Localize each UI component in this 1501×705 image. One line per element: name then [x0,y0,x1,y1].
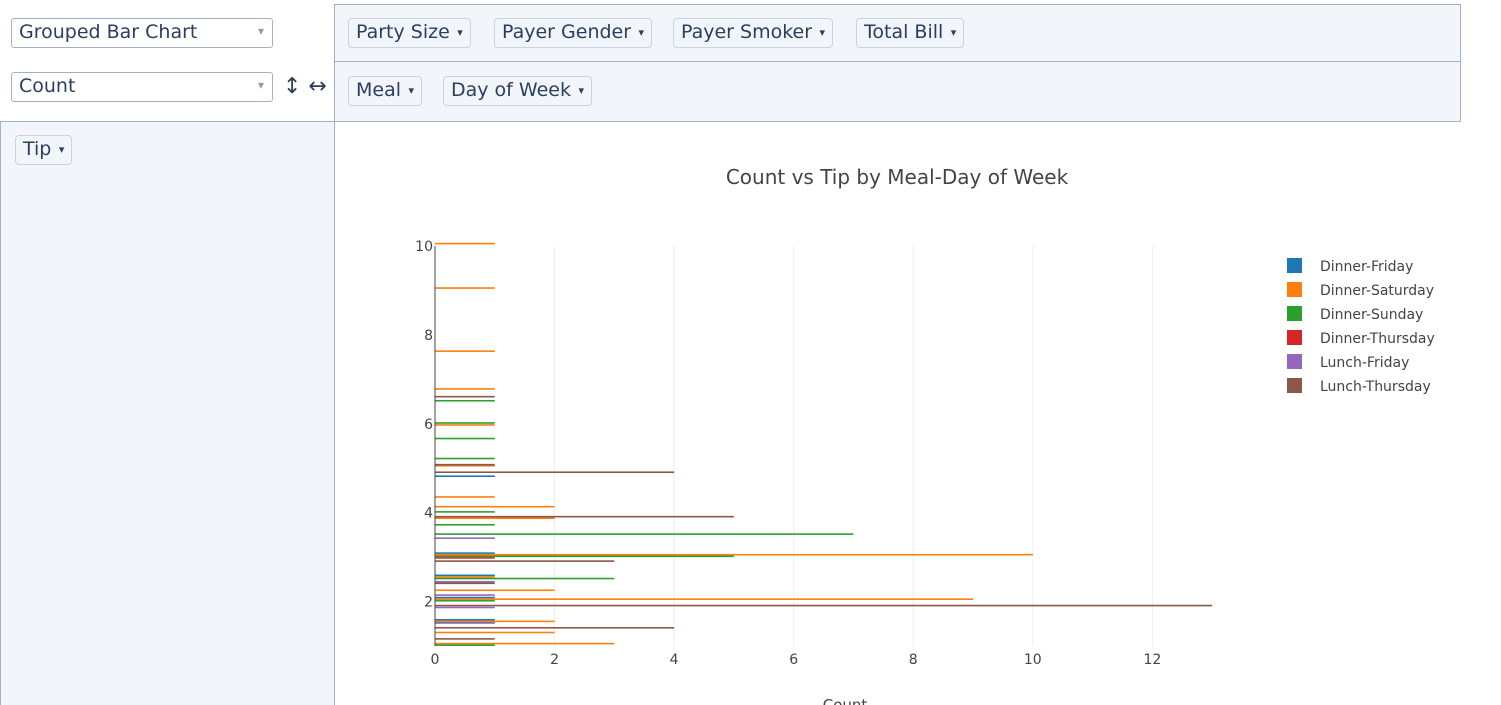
bar [435,553,1033,556]
bar [435,242,495,245]
legend-swatch [1287,258,1302,273]
y-tick-label: 2 [424,595,433,611]
row-attributes-area [0,121,335,705]
y-tick-label: 8 [424,328,433,344]
y-tick-label: 4 [424,506,433,522]
attribute-pill[interactable]: Payer Gender [494,18,653,48]
bar [435,621,495,624]
bar [435,589,555,592]
legend-swatch [1287,378,1302,393]
bar [435,515,734,518]
bar [435,552,495,554]
bar [435,626,675,629]
bar [435,618,495,621]
bar [435,399,495,402]
bar [435,523,495,526]
attribute-pill[interactable]: Day of Week [443,76,592,106]
bar [435,511,495,513]
chart: Count vs Tip by Meal-Day of Week Count 0… [415,165,1435,705]
bar [435,422,495,424]
bar [435,388,495,390]
legend-label: Lunch-Friday [1320,355,1409,371]
bar [435,555,734,558]
legend-label: Lunch-Thursday [1320,379,1431,395]
attribute-pill[interactable]: Tip [15,135,73,165]
attribute-pill[interactable]: Party Size [348,18,471,48]
divider [334,121,335,705]
x-tick-label: 2 [550,652,559,668]
legend-swatch [1287,330,1302,345]
bar [435,395,495,398]
bar [435,505,555,508]
bar [435,582,495,585]
bar [435,594,495,596]
bar [435,576,495,578]
legend-label: Dinner-Sunday [1320,307,1423,323]
y-tick-label: 10 [415,239,433,255]
bar [435,620,555,623]
x-tick-label: 10 [1024,652,1042,668]
bar [435,557,495,559]
bar [435,574,495,577]
bar [435,287,495,289]
bar [435,350,495,352]
attribute-pill[interactable]: Meal [348,76,423,106]
bar [435,577,615,580]
renderer-select[interactable]: Grouped Bar Chart [11,18,273,48]
legend-swatch [1287,282,1302,297]
bar [435,599,495,602]
bar [435,517,555,520]
chart-title: Count vs Tip by Meal-Day of Week [726,165,1069,189]
bar [435,598,974,600]
x-axis-title: Count [823,696,868,705]
x-tick-label: 6 [789,652,798,668]
legend-label: Dinner-Thursday [1320,331,1435,347]
bar [435,424,495,426]
bar [435,642,615,645]
bar [435,638,495,640]
bar [435,604,1213,607]
bar [435,606,495,609]
bar [435,631,555,634]
bar [435,463,495,466]
x-tick-label: 4 [670,652,679,668]
x-tick-label: 8 [909,652,918,668]
bar [435,533,854,535]
y-tick-label: 6 [424,417,433,433]
attribute-pill[interactable]: Total Bill [856,18,965,48]
bar [435,496,495,498]
aggregator-select[interactable]: Count [11,72,273,102]
legend-label: Dinner-Friday [1320,259,1413,275]
sort-arrows[interactable]: ↕ ↔ [283,74,327,99]
bar [435,457,495,460]
legend-swatch [1287,354,1302,369]
bar [435,560,615,562]
bar [435,580,495,583]
bar [435,537,495,539]
bar [435,437,495,440]
bar [435,596,495,599]
legend-label: Dinner-Saturday [1320,283,1434,299]
bar [435,475,495,478]
bar [435,465,495,467]
bar [435,644,495,646]
x-tick-label: 0 [431,652,440,668]
attribute-pill[interactable]: Payer Smoker [673,18,834,48]
bar [435,471,675,474]
x-tick-label: 12 [1143,652,1161,668]
legend-swatch [1287,306,1302,321]
